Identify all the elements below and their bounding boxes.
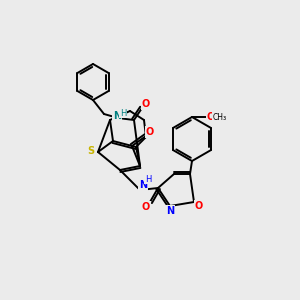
Text: CH₃: CH₃ bbox=[213, 112, 227, 122]
Text: O: O bbox=[142, 99, 150, 109]
Text: N: N bbox=[166, 206, 174, 216]
Text: S: S bbox=[87, 146, 94, 156]
Text: H: H bbox=[145, 175, 151, 184]
Text: O: O bbox=[146, 127, 154, 137]
Text: O: O bbox=[195, 201, 203, 211]
Text: H: H bbox=[120, 109, 126, 118]
Text: N: N bbox=[113, 111, 121, 121]
Text: O: O bbox=[142, 202, 150, 212]
Text: O: O bbox=[207, 112, 215, 122]
Text: N: N bbox=[139, 180, 147, 190]
